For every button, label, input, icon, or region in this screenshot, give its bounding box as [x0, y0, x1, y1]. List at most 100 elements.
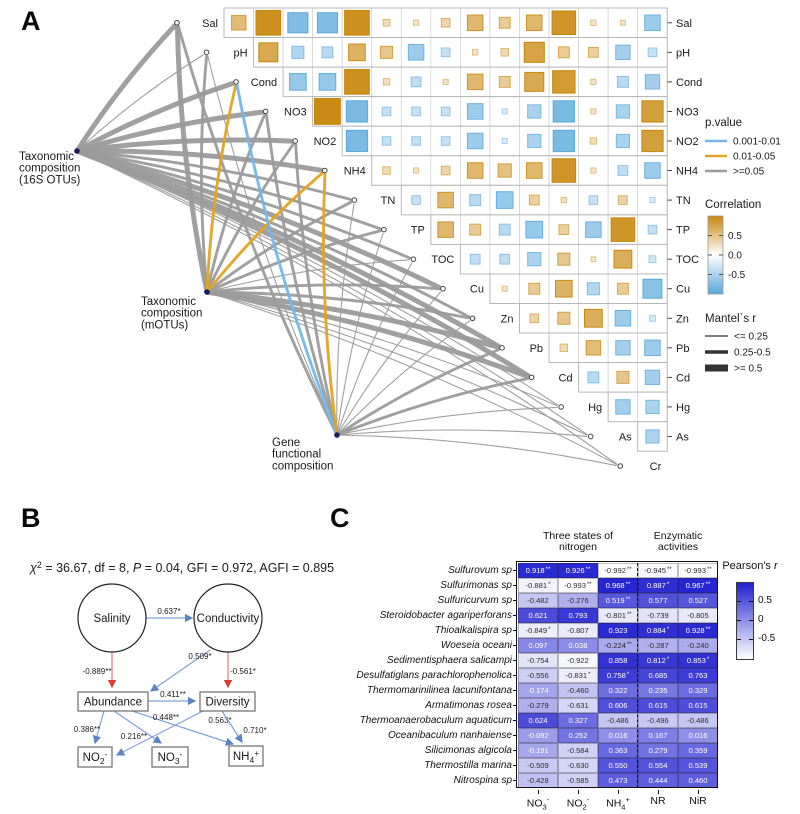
mantel-edge-gene-pH	[207, 55, 338, 436]
matrix-diagonal-label: pH	[233, 47, 247, 59]
sem-observed-abundance	[77, 691, 149, 712]
heatmap-row-tick	[513, 780, 517, 781]
heatmap-cell: 0.363	[598, 742, 638, 758]
pearson-legend-title: Pearson's r	[722, 560, 778, 572]
matrix-row-outline	[637, 421, 668, 452]
heatmap-cell: 0.329	[678, 682, 718, 698]
heatmap-row-tick	[513, 690, 517, 691]
matrix-corr-square	[551, 158, 577, 183]
heatmap-col-label: NR	[650, 794, 666, 807]
pvalue-legend-title: p.value	[705, 117, 742, 129]
mantel-edge-gene-Pb	[335, 348, 500, 437]
matrix-corr-square	[645, 429, 660, 444]
heatmap-cell: -0.279	[518, 697, 558, 713]
heatmap-row-tick	[513, 765, 517, 766]
heatmap-col-tick	[618, 789, 619, 794]
matrix-corr-square	[314, 98, 341, 125]
matrix-corr-square	[344, 9, 370, 36]
heatmap-cell: 0.615	[638, 697, 678, 713]
matrix-diagonal-node	[203, 49, 210, 56]
matrix-right-label: Cu	[676, 284, 690, 296]
matrix-corr-square	[258, 42, 279, 63]
matrix-diagonal-label: As	[619, 431, 632, 443]
mantel-edge-mOTU-pH	[199, 54, 209, 294]
heatmap-cell: 0.279	[638, 742, 678, 758]
correlation-tick-label: 0.0	[728, 251, 742, 262]
matrix-corr-square	[413, 167, 420, 174]
heatmap-cell: 0.606	[598, 697, 638, 713]
matrix-corr-square	[527, 104, 542, 119]
heatmap-cell: 0.968 **	[598, 577, 638, 593]
matrix-diagonal-label: Zn	[501, 313, 514, 325]
sem-observed-label-diversity: Diversity	[205, 697, 249, 709]
mantel-edge-gene-As	[336, 429, 588, 438]
heatmap-row-tick	[513, 705, 517, 706]
matrix-corr-square	[616, 370, 630, 384]
heatmap-cell: 0.758 *	[598, 667, 638, 683]
matrix-corr-square	[498, 223, 511, 236]
pearson-tick-label: 0	[758, 614, 764, 625]
matrix-right-label: TP	[676, 225, 690, 237]
heatmap-row-label: Thioalkalispira sp	[434, 624, 512, 636]
heatmap-col-tick	[578, 789, 579, 794]
matrix-corr-square	[649, 314, 656, 322]
matrix-diagonal-label: NH4	[344, 166, 366, 178]
heatmap-row-label: Thermomarinilinea lacunifontana	[366, 684, 512, 696]
matrix-corr-square	[613, 249, 633, 269]
heatmap-row-tick	[513, 675, 517, 676]
matrix-corr-square	[499, 253, 511, 265]
matrix-corr-square	[348, 43, 366, 62]
mantel-legend-title: Mantel`s r	[705, 313, 756, 325]
matrix-corr-square	[642, 278, 663, 299]
heatmap-cell: -0.849 *	[518, 622, 558, 638]
matrix-corr-square	[381, 136, 392, 146]
heatmap-cell: 0.235	[638, 682, 678, 698]
heatmap-row-label: Armatimonas rosea	[425, 699, 512, 711]
sem-path-coefficient: 0.637*	[157, 607, 180, 616]
mantel-edge-mOTU-As	[206, 291, 588, 436]
sem-path-diversity-nh4	[221, 710, 243, 744]
network-node-gene	[334, 432, 340, 438]
heatmap-cell: 0.624	[518, 712, 558, 728]
sem-path-coefficient: -0.889**	[83, 667, 112, 676]
heatmap-group-header-0: Three states of nitrogen	[542, 530, 614, 553]
matrix-diagonal-label: NO3	[284, 106, 307, 118]
mantel-edge-gene-TOC	[336, 262, 413, 436]
heatmap-cell: 0.016	[678, 727, 718, 743]
sem-latent-label-salinity: Salinity	[93, 613, 130, 625]
sem-path-coefficient: 0.563*	[208, 716, 231, 725]
mantel-edge-16S-NH4	[74, 148, 324, 173]
heatmap-col-tick	[538, 789, 539, 794]
mantel-edge-gene-NO3	[265, 113, 339, 437]
mantel-network-edges	[74, 23, 618, 467]
heatmap-cell: 0.887 *	[638, 577, 678, 593]
matrix-diagonal-label: Cr	[650, 461, 662, 473]
pearson-tick	[749, 639, 753, 640]
matrix-corr-square	[440, 165, 451, 176]
matrix-diagonal-node	[617, 463, 624, 469]
pvalue-legend-label: >=0.05	[733, 167, 765, 178]
matrix-corr-square	[501, 108, 508, 115]
pearson-tick	[737, 620, 741, 621]
matrix-corr-square	[344, 69, 370, 95]
mantel-legend-label: >= 0.5	[734, 364, 763, 375]
matrix-corr-square	[558, 224, 570, 235]
heatmap-cell: 0.016	[598, 727, 638, 743]
heatmap-cell: -0.630	[558, 757, 598, 773]
matrix-corr-square	[586, 282, 600, 296]
pvalue-legend-label: 0.001-0.01	[733, 137, 781, 148]
heatmap-group-header-1: Enzymatic activities	[653, 530, 703, 553]
matrix-diagonal-node	[558, 404, 564, 410]
matrix-corr-square	[585, 221, 602, 238]
heatmap-cell: -0.428	[518, 772, 558, 788]
matrix-corr-square	[552, 129, 575, 153]
sem-latent-salinity	[77, 583, 147, 653]
matrix-corr-square	[413, 19, 420, 26]
sem-observed-diversity	[199, 691, 256, 712]
matrix-corr-square	[291, 45, 305, 59]
mantel-edge-gene-Cr	[336, 434, 617, 467]
mantel-edge-mOTU-NH4	[205, 171, 324, 294]
mantel-edge-16S-Cr	[76, 150, 618, 465]
matrix-diagonal-node	[528, 374, 535, 381]
matrix-corr-square	[498, 16, 511, 29]
